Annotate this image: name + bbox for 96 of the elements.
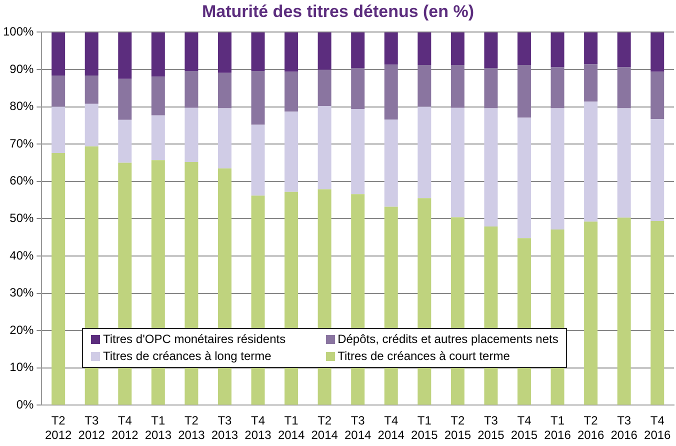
bar [584, 102, 598, 222]
bar [251, 32, 265, 71]
bar [650, 119, 664, 221]
y-tick-label: 50% [10, 211, 34, 226]
bar [351, 32, 365, 68]
y-tick-label: 40% [10, 248, 34, 262]
x-tick-label: T4 2014 [378, 414, 405, 442]
bar [550, 108, 564, 230]
bar [318, 32, 332, 70]
bar [218, 72, 232, 108]
bar [550, 67, 564, 108]
bar [251, 124, 265, 196]
bar [550, 32, 564, 68]
x-tick-label: T4 2012 [112, 414, 139, 442]
y-tick-label: 20% [10, 322, 34, 337]
y-tick-label: 90% [10, 62, 34, 76]
bar [617, 32, 631, 68]
y-tick-label: 100% [2, 24, 34, 39]
bar [151, 115, 165, 160]
y-tick-label: 60% [10, 174, 34, 188]
bar [650, 220, 664, 405]
bar [318, 70, 332, 106]
bar [450, 32, 464, 66]
chart-title: Maturité des titres détenus (en %) [200, 2, 476, 22]
bar [650, 32, 664, 72]
legend-label: Dépôts, crédits et autres placements nets [338, 331, 558, 348]
bar [617, 218, 631, 405]
bar [218, 108, 232, 168]
bar [584, 64, 598, 102]
x-tick-label: T4 2015 [510, 414, 538, 442]
bar [384, 119, 398, 207]
bar [617, 108, 631, 218]
bar [151, 32, 165, 77]
bar [84, 75, 98, 104]
x-tick-label: T2 2013 [178, 414, 206, 442]
x-tick-label: T2 2012 [44, 414, 72, 442]
bar [251, 70, 265, 125]
bar [52, 153, 66, 405]
x-tick-label: T3 2016 [610, 414, 638, 442]
bar [184, 108, 198, 162]
bar [484, 68, 498, 108]
y-tick-label: 70% [10, 136, 34, 150]
legend-label: Titres de créances à long terme [103, 348, 272, 365]
bar [351, 68, 365, 110]
bar [484, 32, 498, 68]
bar [650, 72, 664, 120]
legend-label: Titres de créances à court terme [338, 348, 510, 365]
bar [84, 32, 98, 76]
bar [584, 32, 598, 64]
bar [351, 109, 365, 194]
x-tick-label: T4 2016 [644, 414, 672, 442]
bar [517, 65, 531, 118]
y-tick-label: 0% [16, 398, 34, 412]
bar [384, 64, 398, 120]
bar [184, 32, 198, 71]
bar [484, 108, 498, 227]
y-tick-label: 80% [10, 99, 34, 114]
bar [118, 78, 132, 120]
bar [384, 32, 398, 65]
x-tick-label: T2 2016 [577, 414, 604, 442]
bar [450, 108, 464, 218]
bar [617, 67, 631, 108]
x-tick-label: T3 2012 [78, 414, 106, 442]
x-tick-label: T3 2015 [478, 414, 505, 442]
bar [52, 32, 66, 76]
x-tick-label: T1 2015 [411, 414, 438, 442]
bar [517, 32, 531, 66]
bar [118, 120, 132, 163]
bar [184, 70, 198, 108]
bar [284, 112, 298, 192]
bar [284, 32, 298, 72]
y-tick-label: 10% [10, 360, 34, 374]
bar [52, 75, 66, 107]
bar [52, 106, 66, 154]
bar [450, 65, 464, 108]
x-tick-label: T1 2016 [544, 414, 572, 442]
bar [151, 76, 165, 116]
x-tick-label: T3 2014 [344, 414, 372, 442]
x-tick-label: T2 2014 [311, 414, 338, 442]
x-tick-label: T1 2014 [278, 414, 305, 442]
bar [517, 118, 531, 238]
bar [584, 222, 598, 405]
x-tick-label: T4 2013 [244, 414, 272, 442]
bar [118, 32, 132, 79]
x-tick-label: T2 2015 [444, 414, 472, 442]
x-tick-label: T1 2013 [144, 414, 172, 442]
bar [418, 65, 432, 107]
y-tick-label: 30% [10, 286, 34, 300]
bar [418, 32, 432, 66]
x-tick-label: T3 2013 [211, 414, 238, 442]
bar [218, 32, 232, 73]
bar [318, 106, 332, 190]
bar [284, 72, 298, 112]
bar [84, 104, 98, 146]
bar [418, 106, 432, 198]
legend-label: Titres d'OPC monétaires résidents [103, 331, 286, 348]
